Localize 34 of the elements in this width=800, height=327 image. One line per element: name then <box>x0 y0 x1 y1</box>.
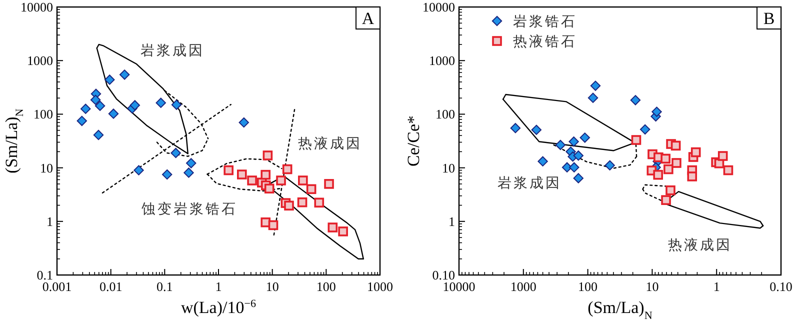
annotation: 岩浆成因 <box>498 176 562 192</box>
y-tick-label: 10 <box>40 160 53 176</box>
x-tick-label: 10 <box>266 279 279 294</box>
y-tick-label: 100 <box>34 106 53 122</box>
x-tick-label: 0.01 <box>99 279 122 294</box>
annotation: 热液成因 <box>668 238 732 254</box>
x-axis-title: (Sm/La)$_{N}$ <box>588 298 652 322</box>
x-tick-label: 1000 <box>510 279 536 294</box>
y-axis-title: Ce/Ce* <box>404 116 423 166</box>
annotation: 蚀变岩浆锆石 <box>142 201 238 218</box>
y-tick-label: 1000 <box>27 53 53 68</box>
x-axis-title: w(La)/10$^{−6}$ <box>180 298 256 317</box>
y-tick-label: 1 <box>448 214 455 229</box>
y-tick-label: 1000 <box>429 53 455 68</box>
annotation: 岩浆成因 <box>140 43 205 60</box>
y-tick-label: 1 <box>46 214 53 229</box>
y-tick-label: 10 <box>442 160 455 176</box>
annotation: A <box>362 9 375 28</box>
annotation: B <box>763 9 775 28</box>
x-tick-label: 1 <box>215 279 222 294</box>
x-tick-label: 100 <box>316 279 336 294</box>
y-tick-label: 10000 <box>422 0 455 14</box>
legend-label: 岩浆锆石 <box>513 14 577 30</box>
y-tick-label: 100 <box>436 106 455 122</box>
x-tick-label: 1 <box>713 279 720 294</box>
x-tick-label: 100 <box>578 279 598 294</box>
x-tick-label: 0.10 <box>770 279 792 294</box>
x-tick-label: 0.1 <box>156 279 173 294</box>
x-tick-label: 1000 <box>367 279 393 294</box>
y-tick-label: 10000 <box>20 0 53 14</box>
legend-label: 热液锆石 <box>513 34 577 50</box>
x-tick-label: 10 <box>646 279 659 294</box>
y-tick-label: 0.10 <box>432 268 455 282</box>
annotation: 热液成因 <box>298 136 362 152</box>
